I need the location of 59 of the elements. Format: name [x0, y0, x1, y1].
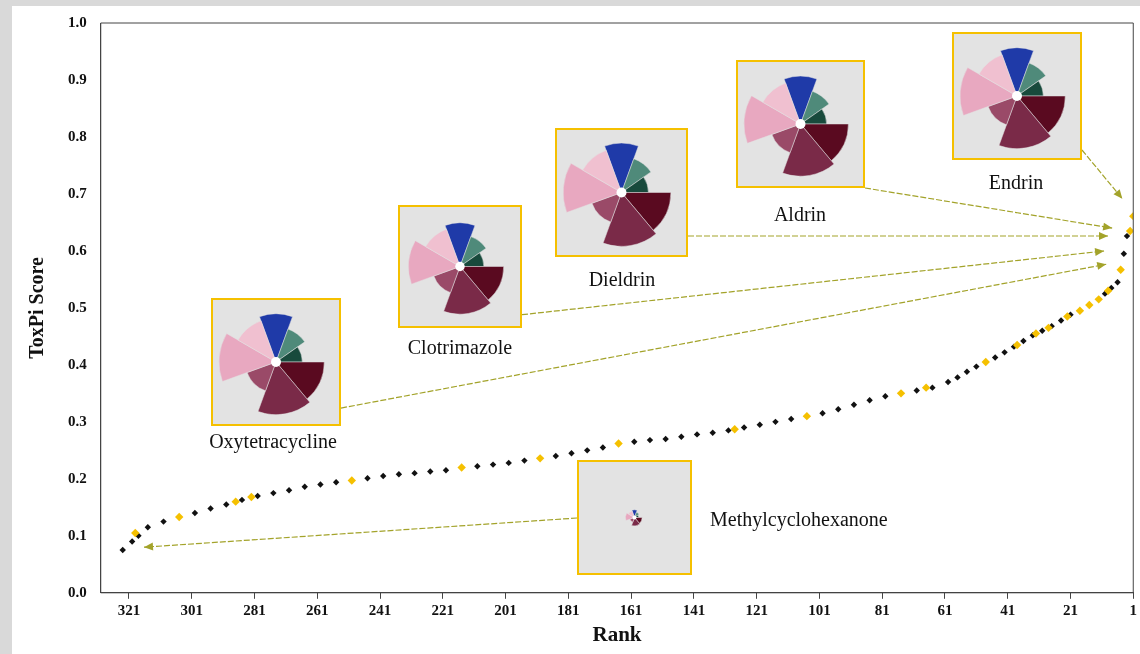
x-tick-label: 1	[1129, 601, 1137, 618]
point	[802, 411, 812, 421]
y-tick-label: 0.9	[68, 70, 87, 87]
y-tick-label: 0.0	[68, 583, 87, 600]
point	[896, 389, 906, 398]
y-axis-title: ToxPi Score	[25, 256, 48, 359]
point	[1094, 295, 1103, 304]
x-tick-label: 201	[494, 601, 517, 618]
x-tick-label: 241	[368, 601, 392, 618]
y-tick-label: 0.7	[68, 184, 88, 201]
x-axis-title: Rank	[592, 621, 642, 646]
annotation: Methylcyclohexanone	[710, 508, 889, 531]
x-tick-label: 101	[808, 601, 831, 618]
annotation: Aldrin	[772, 203, 828, 226]
x-tick-label: 61	[937, 601, 953, 618]
annotation: Dieldrin	[587, 268, 657, 291]
x-tick-label: 141	[682, 601, 706, 618]
x-tick-label: 161	[619, 601, 643, 618]
point	[1075, 306, 1085, 315]
y-tick-label: 0.6	[68, 241, 88, 258]
annotation: Oxytetracycline	[208, 430, 338, 453]
x-tick-label: 81	[874, 601, 890, 618]
point	[1063, 312, 1072, 321]
y-tick-label: 0.2	[68, 469, 87, 486]
x-tick-label: 121	[745, 601, 768, 618]
x-tick-label: 21	[1062, 601, 1078, 618]
point	[1031, 329, 1041, 338]
point	[1085, 300, 1094, 310]
x-tick-label: 321	[117, 601, 141, 618]
point	[1125, 226, 1134, 236]
x-tick-label: 301	[180, 601, 204, 618]
point	[921, 383, 931, 392]
point	[175, 512, 184, 522]
x-tick-label: 221	[431, 601, 455, 618]
y-tick-label: 0.5	[68, 298, 87, 315]
point	[614, 439, 623, 448]
y-tick-label: 0.3	[68, 412, 87, 429]
point	[1044, 323, 1053, 333]
annotation: Endrin	[987, 171, 1045, 194]
x-tick-label: 261	[306, 601, 329, 618]
point	[1012, 340, 1022, 350]
point	[1103, 286, 1113, 296]
x-tick-label: 281	[243, 601, 266, 618]
x-tick-label: 41	[1000, 601, 1016, 618]
y-tick-label: 0.4	[68, 355, 88, 372]
point	[981, 357, 990, 367]
x-tick-label: 181	[557, 601, 580, 618]
point	[347, 476, 357, 485]
point	[247, 492, 256, 502]
y-tick-label: 0.8	[68, 127, 87, 144]
y-tick-label: 0.1	[68, 526, 87, 543]
point	[131, 528, 140, 538]
annotation: Clotrimazole	[406, 336, 514, 359]
point	[231, 497, 240, 506]
point	[1116, 265, 1125, 274]
point	[730, 425, 739, 434]
point	[457, 463, 466, 472]
point	[535, 454, 545, 463]
y-tick-label: 1.0	[68, 13, 87, 30]
